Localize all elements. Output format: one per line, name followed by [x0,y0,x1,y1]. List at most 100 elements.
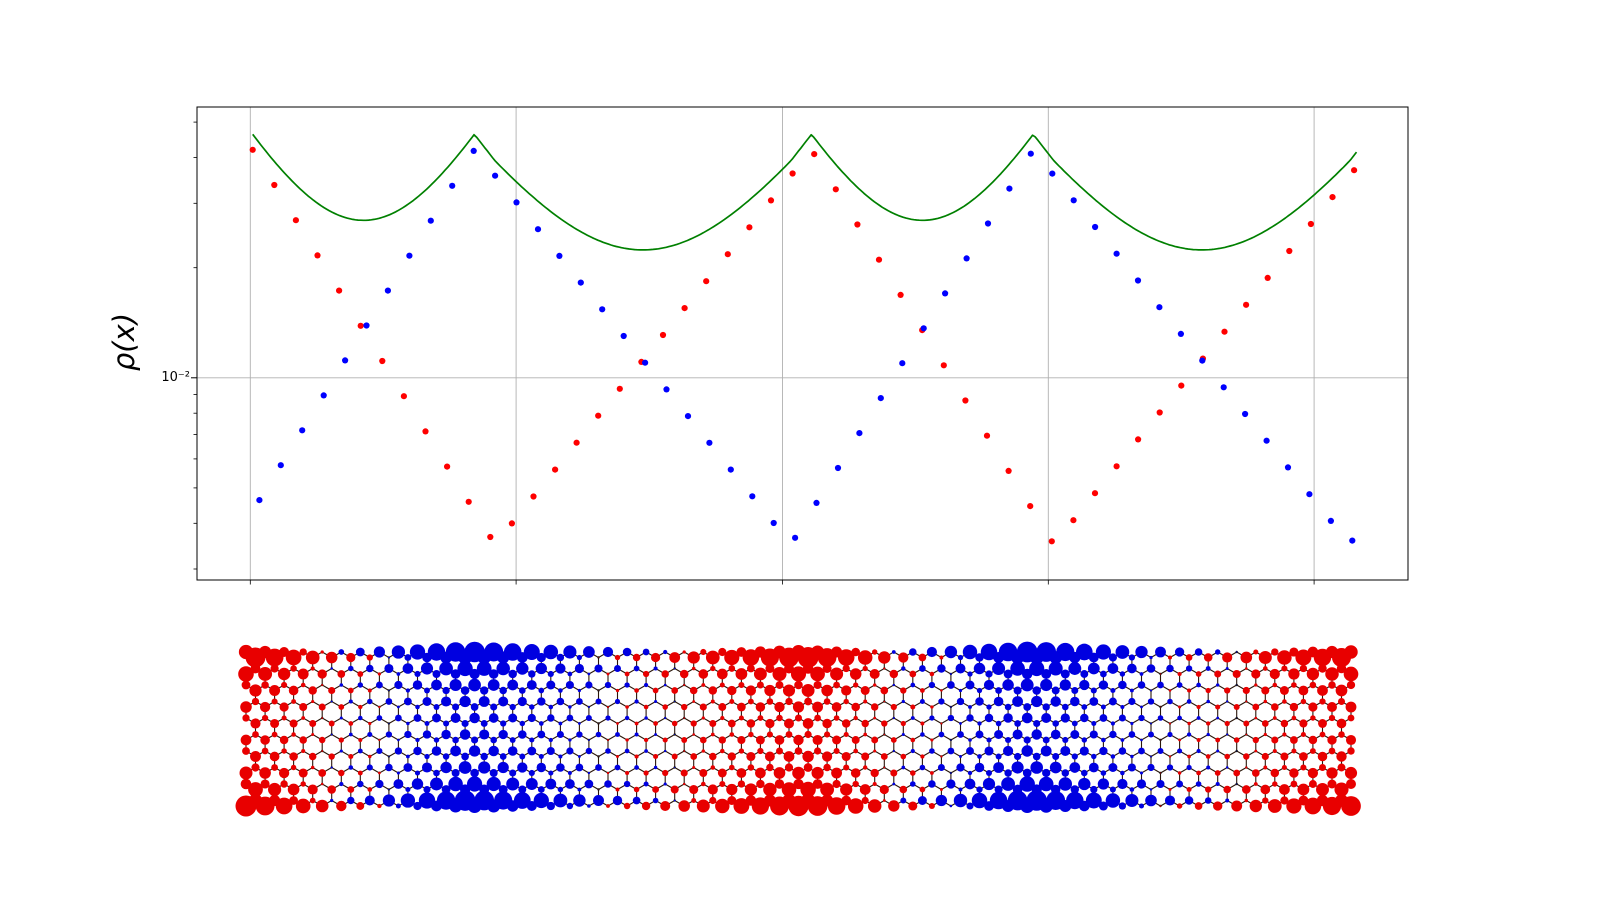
site-density-circle [348,765,354,770]
site-density-circle [748,731,754,738]
site-density-circle [1022,768,1032,778]
site-density-circle [1080,713,1089,723]
scatter-point [1264,274,1271,281]
site-density-circle [587,771,591,775]
site-density-circle [422,697,432,706]
site-density-circle [281,748,287,754]
site-density-circle [1347,747,1355,755]
site-density-circle [330,798,334,803]
site-density-circle [766,731,773,738]
site-density-circle [1070,785,1080,794]
site-density-circle [729,699,735,704]
site-density-circle [297,668,309,680]
site-density-circle [1272,716,1277,720]
site-density-circle [746,719,756,728]
site-density-circle [424,753,430,760]
site-density-circle [1272,682,1278,688]
site-density-circle [872,649,878,655]
site-density-circle [782,684,796,697]
site-density-circle [470,768,479,778]
site-density-circle [487,679,500,691]
site-density-circle [411,778,424,790]
site-density-circle [765,718,775,729]
site-density-circle [993,696,1004,707]
site-density-circle [406,721,410,726]
scatter-point [1135,436,1142,443]
scatter-point [962,397,969,404]
scatter-point [1329,194,1336,201]
site-density-circle [709,752,717,761]
site-density-circle [1080,670,1089,678]
site-density-circle [891,650,896,654]
site-density-circle [548,704,554,710]
scatter-point [534,226,542,233]
site-density-circle [1269,668,1280,680]
site-density-circle [652,786,660,793]
site-density-circle [733,798,750,814]
site-density-circle [957,731,964,738]
site-density-circle [975,730,984,739]
site-density-circle [368,754,372,759]
site-density-circle [490,736,497,744]
scatter-point [875,256,883,263]
site-density-circle [1088,762,1099,773]
site-density-circle [822,718,832,729]
site-density-circle [536,652,546,663]
site-density-circle [1291,715,1297,721]
site-density-circle [1081,704,1088,710]
site-density-circle [1194,802,1203,810]
site-density-circle [1337,697,1346,706]
site-density-circle [910,704,916,710]
site-density-circle [957,654,964,661]
site-density-circle [537,730,546,739]
scatter-point [595,412,602,419]
site-density-circle [1041,669,1052,679]
site-density-circle [460,686,470,695]
site-density-circle [764,751,775,762]
scatter-point [357,322,364,329]
site-density-circle [890,703,897,711]
site-density-circle [953,793,968,808]
site-density-circle [277,667,291,681]
site-density-circle [385,698,393,705]
site-density-circle [606,804,610,808]
scatter-point [963,255,970,262]
scatter-point [465,498,472,505]
site-density-circle [1149,689,1153,692]
scatter-point [1199,357,1206,364]
site-density-circle [920,732,925,737]
site-density-circle [252,731,259,738]
site-density-circle [330,667,333,670]
site-density-circle [899,785,908,794]
site-density-circle [450,745,461,757]
site-density-circle [653,765,658,770]
site-density-circle [1090,687,1097,694]
site-density-circle [831,767,843,779]
site-density-circle [259,767,271,779]
scatter-point [552,466,559,473]
site-density-circle [766,763,774,772]
site-density-circle [696,799,710,813]
site-density-circle [301,748,306,754]
site-density-circle [270,718,280,729]
site-density-circle [1129,688,1134,693]
scatter-point [659,331,667,339]
site-density-circle [347,786,355,793]
scatter-point [427,217,434,224]
site-density-circle [929,715,935,721]
site-density-circle [1138,714,1145,722]
site-density-circle [598,723,599,724]
site-density-circle [1127,663,1137,674]
site-density-circle [566,714,574,722]
site-density-circle [1089,697,1099,706]
site-density-circle [691,798,697,803]
site-density-circle [556,697,565,706]
site-density-circle [1334,782,1349,797]
site-density-circle [1263,732,1267,737]
site-density-circle [298,768,308,778]
site-density-circle [1186,732,1192,737]
site-density-circle [1187,688,1192,693]
site-density-circle [1042,703,1050,711]
site-density-circle [271,731,278,738]
